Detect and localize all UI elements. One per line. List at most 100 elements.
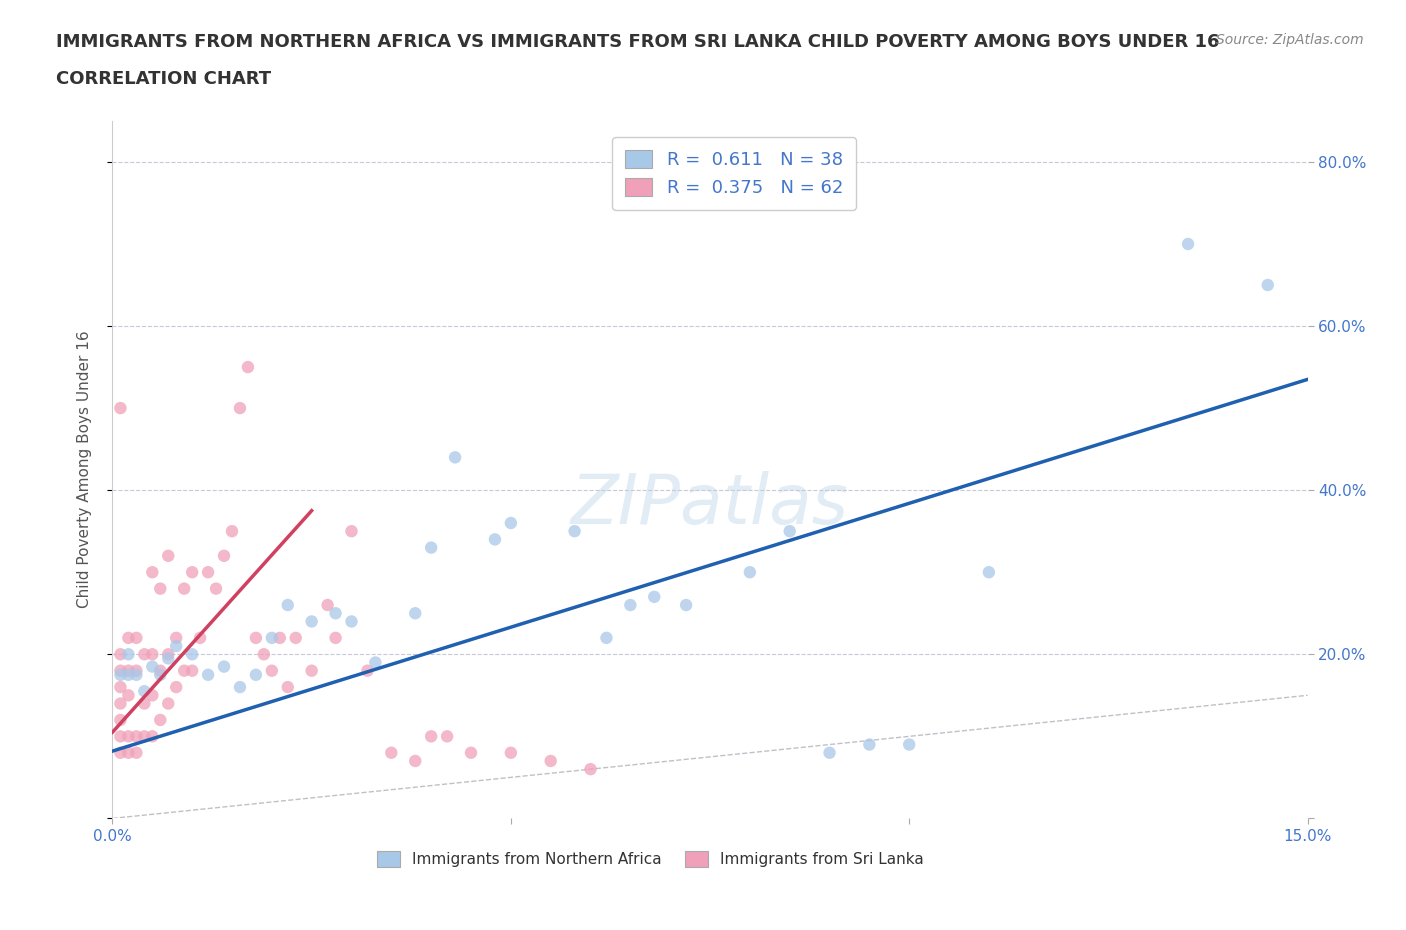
Point xyxy=(260,663,283,678)
Point xyxy=(380,745,402,760)
Text: Source: ZipAtlas.com: Source: ZipAtlas.com xyxy=(1216,33,1364,46)
Point xyxy=(436,729,458,744)
Point xyxy=(117,745,139,760)
Point xyxy=(173,663,195,678)
Point xyxy=(205,581,228,596)
Point xyxy=(117,688,139,703)
Point xyxy=(117,729,139,744)
Point xyxy=(229,401,252,416)
Point xyxy=(110,696,132,711)
Point xyxy=(134,696,156,711)
Point xyxy=(110,668,132,683)
Point xyxy=(579,762,602,777)
Point xyxy=(110,729,132,744)
Point xyxy=(340,524,363,538)
Point xyxy=(340,614,363,629)
Point xyxy=(253,647,276,662)
Point xyxy=(134,729,156,744)
Point xyxy=(301,614,323,629)
Point xyxy=(110,712,132,727)
Text: CORRELATION CHART: CORRELATION CHART xyxy=(56,70,271,87)
Point xyxy=(404,753,426,768)
Point xyxy=(141,688,163,703)
Point xyxy=(245,631,267,645)
Point xyxy=(110,745,132,760)
Point xyxy=(117,668,139,683)
Point xyxy=(236,360,259,375)
Point xyxy=(110,401,132,416)
Point xyxy=(125,729,148,744)
Point xyxy=(117,647,139,662)
Point xyxy=(134,647,156,662)
Point xyxy=(738,565,761,579)
Point xyxy=(540,753,562,768)
Point xyxy=(149,712,172,727)
Point xyxy=(181,647,204,662)
Point xyxy=(1257,277,1279,292)
Point xyxy=(125,663,148,678)
Point xyxy=(364,655,387,670)
Point xyxy=(420,729,443,744)
Point xyxy=(165,631,187,645)
Text: ZIPatlas: ZIPatlas xyxy=(571,471,849,538)
Point xyxy=(779,524,801,538)
Point xyxy=(110,647,132,662)
Point xyxy=(110,680,132,695)
Point xyxy=(245,668,267,683)
Point xyxy=(484,532,506,547)
Point xyxy=(301,663,323,678)
Point xyxy=(277,598,299,613)
Point xyxy=(149,581,172,596)
Point xyxy=(197,668,219,683)
Point xyxy=(595,631,617,645)
Point xyxy=(325,605,347,620)
Point xyxy=(157,651,180,666)
Point xyxy=(818,745,841,760)
Point xyxy=(125,631,148,645)
Point xyxy=(157,647,180,662)
Point xyxy=(110,663,132,678)
Point xyxy=(284,631,307,645)
Point xyxy=(157,549,180,564)
Point xyxy=(141,659,163,674)
Point xyxy=(141,565,163,579)
Point xyxy=(404,605,426,620)
Point xyxy=(460,745,482,760)
Point xyxy=(499,515,522,530)
Point xyxy=(1177,236,1199,251)
Point xyxy=(444,450,467,465)
Legend: Immigrants from Northern Africa, Immigrants from Sri Lanka: Immigrants from Northern Africa, Immigra… xyxy=(371,845,929,873)
Point xyxy=(181,565,204,579)
Point xyxy=(260,631,283,645)
Point xyxy=(212,549,235,564)
Point xyxy=(675,598,697,613)
Point xyxy=(619,598,641,613)
Point xyxy=(188,631,211,645)
Point xyxy=(165,639,187,654)
Point xyxy=(141,729,163,744)
Point xyxy=(165,680,187,695)
Point xyxy=(173,581,195,596)
Point xyxy=(181,663,204,678)
Point xyxy=(316,598,339,613)
Point xyxy=(977,565,1000,579)
Point xyxy=(149,668,172,683)
Point xyxy=(325,631,347,645)
Point xyxy=(197,565,219,579)
Point xyxy=(898,737,921,752)
Point xyxy=(117,663,139,678)
Point xyxy=(420,540,443,555)
Point xyxy=(117,631,139,645)
Point xyxy=(277,680,299,695)
Point xyxy=(125,745,148,760)
Y-axis label: Child Poverty Among Boys Under 16: Child Poverty Among Boys Under 16 xyxy=(77,331,91,608)
Point xyxy=(229,680,252,695)
Point xyxy=(157,696,180,711)
Point xyxy=(149,663,172,678)
Point xyxy=(356,663,378,678)
Point xyxy=(134,684,156,698)
Text: IMMIGRANTS FROM NORTHERN AFRICA VS IMMIGRANTS FROM SRI LANKA CHILD POVERTY AMONG: IMMIGRANTS FROM NORTHERN AFRICA VS IMMIG… xyxy=(56,33,1220,50)
Point xyxy=(141,647,163,662)
Point xyxy=(212,659,235,674)
Point xyxy=(858,737,880,752)
